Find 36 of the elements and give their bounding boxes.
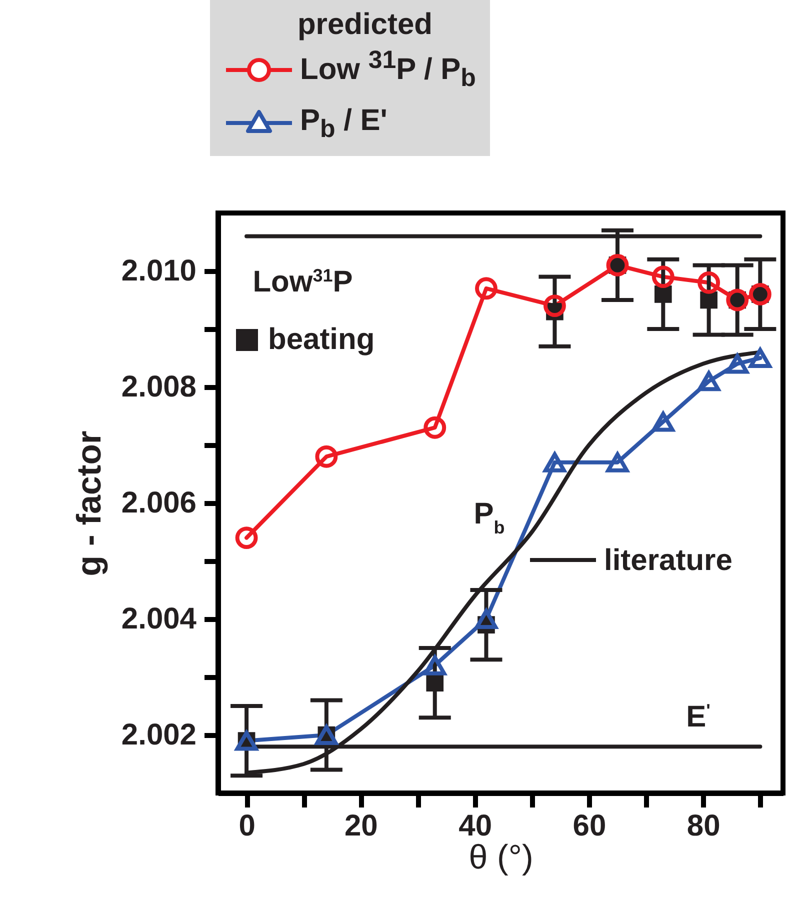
point — [606, 452, 629, 472]
point — [652, 266, 674, 288]
legend-title: predicted — [296, 8, 434, 42]
y-axis-title: g - factor — [70, 430, 108, 576]
y-tick-label: 2.002 — [121, 718, 196, 752]
point — [654, 286, 672, 303]
y-tick-label: 2.004 — [121, 602, 197, 636]
point — [475, 277, 498, 300]
legend-label: Low $^{31}$P / P$_{b}$ — [300, 45, 476, 94]
point — [315, 445, 338, 468]
y-tick-label: 2.010 — [121, 254, 196, 288]
point — [652, 412, 674, 432]
point — [748, 348, 772, 368]
annotation: Low$^{31}$P — [252, 266, 353, 299]
annotation: E$^{'}$ — [686, 700, 710, 734]
x-tick-label: 0 — [238, 810, 256, 842]
legend-label: P$_{b}$ / E' — [300, 102, 388, 144]
point — [726, 354, 749, 374]
legend-label: beating — [268, 322, 375, 358]
y-tick-label: 2.006 — [121, 486, 196, 520]
x-tick-label: 20 — [344, 810, 378, 842]
point — [543, 452, 566, 472]
annotation: P$_{b}$ — [474, 498, 505, 538]
point — [700, 291, 718, 309]
point — [543, 294, 566, 317]
point — [424, 416, 446, 439]
point — [424, 655, 446, 676]
point — [698, 271, 720, 294]
point — [426, 674, 444, 692]
x-tick-label: 60 — [572, 810, 606, 842]
point — [698, 371, 720, 392]
legend-label: literature — [604, 542, 732, 579]
point — [235, 526, 258, 549]
x-tick-label: 80 — [686, 810, 720, 842]
y-tick-label: 2.008 — [121, 370, 196, 404]
point — [475, 609, 498, 629]
